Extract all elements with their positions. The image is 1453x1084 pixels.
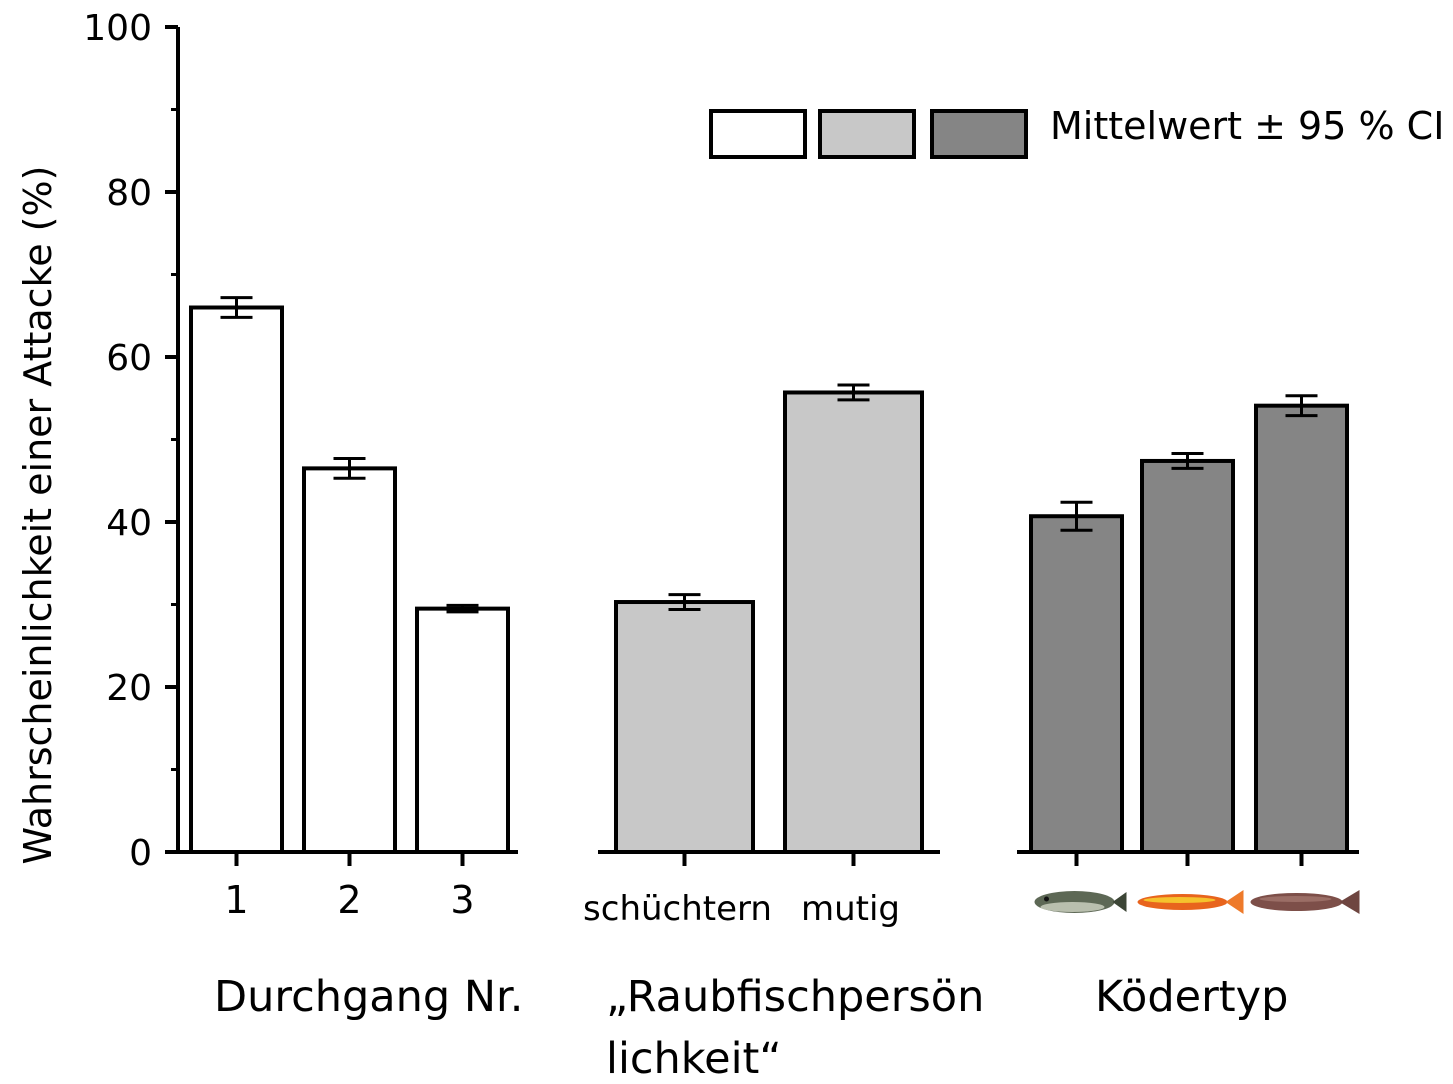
y-tick-label: 40 xyxy=(106,503,152,544)
group-3-label: Ködertyp xyxy=(1095,972,1289,1022)
fish-tail xyxy=(1112,892,1127,912)
bar xyxy=(783,390,924,854)
x-tick-label: mutig xyxy=(801,889,900,929)
brown-softbait-icon xyxy=(1250,890,1360,914)
orange-softbait-icon xyxy=(1137,890,1244,914)
y-tick-label: 80 xyxy=(106,173,152,214)
y-tick-label: 20 xyxy=(106,668,152,709)
legend-swatch xyxy=(818,109,916,159)
group-2-label-line-1: „Raubfischpersön xyxy=(606,972,985,1022)
y-tick-label: 0 xyxy=(129,833,152,874)
bar xyxy=(415,606,510,854)
y-axis-label: Wahrscheinlichkeit einer Attacke (%) xyxy=(16,165,60,865)
legend-label: Mittelwert ± 95 % CI xyxy=(1050,104,1445,148)
x-tick-label: 2 xyxy=(337,878,361,922)
group-1-label: Durchgang Nr. xyxy=(214,972,524,1022)
fish-bait-icon xyxy=(1034,891,1127,913)
x-tick-label: schüchtern xyxy=(583,889,772,929)
fish-belly xyxy=(1040,902,1105,912)
x-tick-label: 3 xyxy=(450,878,474,922)
fish-eye xyxy=(1044,896,1049,902)
group-2-label-line-2: lichkeit“ xyxy=(606,1034,782,1084)
bar xyxy=(614,600,755,855)
bar xyxy=(1254,403,1349,854)
legend-swatch xyxy=(709,109,807,159)
y-tick-label: 100 xyxy=(83,8,152,49)
bar xyxy=(1140,458,1235,854)
bait-highlight xyxy=(1259,896,1332,902)
bar xyxy=(302,466,397,854)
bait-tail xyxy=(1225,890,1244,914)
bait-tail xyxy=(1339,890,1360,914)
x-tick-label: 1 xyxy=(224,878,248,922)
legend-swatch xyxy=(930,109,1028,159)
bait-body xyxy=(1250,893,1343,911)
bar xyxy=(1029,514,1124,854)
bar xyxy=(189,305,284,854)
bait-stripe xyxy=(1143,897,1216,903)
y-tick-label: 60 xyxy=(106,338,152,379)
